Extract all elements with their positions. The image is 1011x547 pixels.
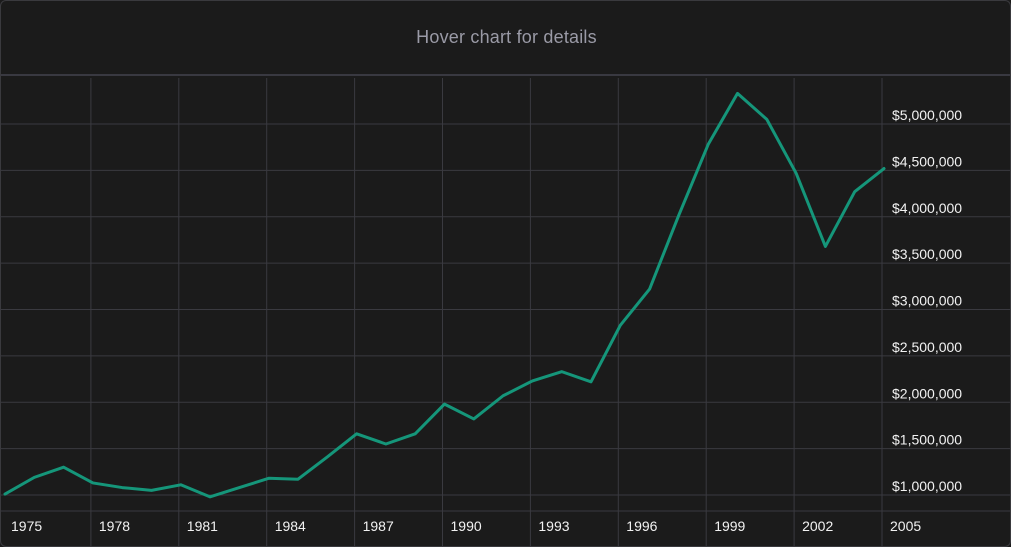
x-tick-label: 1993 [538,518,569,534]
data-point[interactable] [763,115,771,123]
y-tick-label: $2,000,000 [892,385,962,401]
data-point[interactable] [30,473,38,481]
x-tick-label: 1990 [451,518,482,534]
data-point[interactable] [177,481,185,489]
data-point[interactable] [792,169,800,177]
data-point[interactable] [646,285,654,293]
data-point[interactable] [528,377,536,385]
data-point[interactable] [616,321,624,329]
series-line[interactable] [3,91,886,499]
chart-header: Hover chart for details [1,1,1010,76]
data-point[interactable] [499,392,507,400]
data-point[interactable] [734,89,742,97]
data-point[interactable] [294,475,302,483]
y-gridlines [1,123,1010,496]
x-tick-label: 2002 [802,518,833,534]
data-point[interactable] [323,453,331,461]
data-point[interactable] [353,430,361,438]
x-tick-label: 1981 [187,518,218,534]
y-tick-label: $3,500,000 [892,246,962,262]
data-point[interactable] [89,479,97,487]
data-point[interactable] [1,490,9,498]
y-tick-label: $1,500,000 [892,432,962,448]
hover-hint: Hover chart for details [416,27,597,47]
data-point[interactable] [411,430,419,438]
data-point[interactable] [148,486,156,494]
data-point[interactable] [118,484,126,492]
data-point[interactable] [206,493,214,501]
data-point[interactable] [880,165,888,173]
data-point[interactable] [704,140,712,148]
y-tick-label: $4,500,000 [892,153,962,169]
data-point[interactable] [60,463,68,471]
data-point[interactable] [587,378,595,386]
data-point[interactable] [470,415,478,423]
x-tick-label: 1999 [714,518,745,534]
y-tick-label: $1,000,000 [892,478,962,494]
data-point[interactable] [382,440,390,448]
x-tick-label: 1987 [363,518,394,534]
x-axis-labels: 1975 1978 1981 1984 1987 1990 1993 1996 1999 2002… [11,518,921,534]
x-tick-label: 2005 [890,518,921,534]
y-axis-labels: $1,000,000 $1,500,000 $2,000,000 $2,500,000… [892,107,962,494]
x-gridlines [90,78,883,546]
x-tick-label: 1978 [99,518,130,534]
y-tick-label: $2,500,000 [892,339,962,355]
data-point[interactable] [235,484,243,492]
series-layer[interactable] [1,89,888,500]
data-point[interactable] [821,242,829,250]
y-tick-label: $4,000,000 [892,200,962,216]
data-point[interactable] [675,211,683,219]
data-point[interactable] [851,188,859,196]
x-tick-label: 1975 [11,518,42,534]
data-point[interactable] [441,400,449,408]
x-tick-label: 1996 [626,518,657,534]
y-tick-label: $5,000,000 [892,107,962,123]
x-tick-label: 1984 [275,518,306,534]
data-point[interactable] [558,368,566,376]
y-tick-label: $3,000,000 [892,293,962,309]
data-point[interactable] [265,474,273,482]
